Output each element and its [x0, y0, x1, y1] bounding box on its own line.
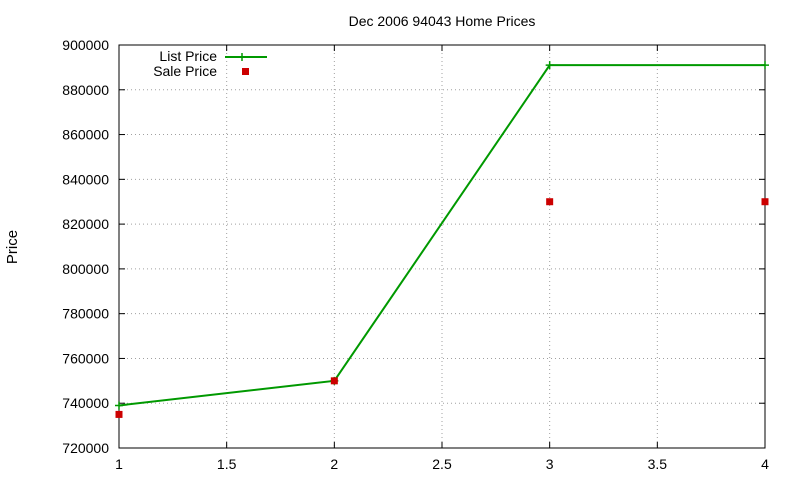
y-tick-label: 880000 [62, 82, 109, 98]
data-point-list-price [115, 401, 123, 410]
chart-title: Dec 2006 94043 Home Prices [349, 13, 536, 29]
data-point-list-price [761, 61, 769, 70]
legend-marker-sale-price [242, 68, 249, 75]
y-tick-label: 840000 [62, 171, 109, 187]
x-tick-label: 2 [330, 456, 338, 472]
series-layer [115, 61, 769, 418]
x-tick-label: 3 [546, 456, 554, 472]
x-tick-label: 1 [115, 456, 123, 472]
data-point-sale-price [546, 198, 554, 206]
y-tick-label: 900000 [62, 37, 109, 53]
y-tick-label: 780000 [62, 306, 109, 322]
x-tick-label: 4 [761, 456, 769, 472]
legend-marker-list-price [238, 53, 246, 61]
y-tick-label: 800000 [62, 261, 109, 277]
y-tick-label: 860000 [62, 127, 109, 143]
x-tick-label: 3.5 [648, 456, 668, 472]
y-tick-label: 760000 [62, 350, 109, 366]
data-point-sale-price [330, 377, 338, 385]
grid-layer [119, 45, 765, 448]
x-tick-label: 1.5 [217, 456, 237, 472]
data-point-list-price [545, 61, 554, 70]
legend-label-list-price: List Price [159, 48, 217, 64]
data-point-sale-price [115, 410, 123, 418]
series-line-list-price [118, 64, 765, 407]
y-tick-label: 720000 [62, 440, 109, 456]
y-tick-label: 740000 [62, 395, 109, 411]
legend-label-sale-price: Sale Price [153, 63, 217, 79]
x-tick-label: 2.5 [432, 456, 452, 472]
legend: List Price Sale Price [153, 48, 267, 79]
ticks-layer: 720000 740000 760000 780000 800000 820000 8400… [62, 37, 769, 472]
data-point-sale-price [761, 198, 769, 206]
y-axis-label: Price [4, 230, 21, 264]
y-tick-label: 820000 [62, 216, 109, 232]
